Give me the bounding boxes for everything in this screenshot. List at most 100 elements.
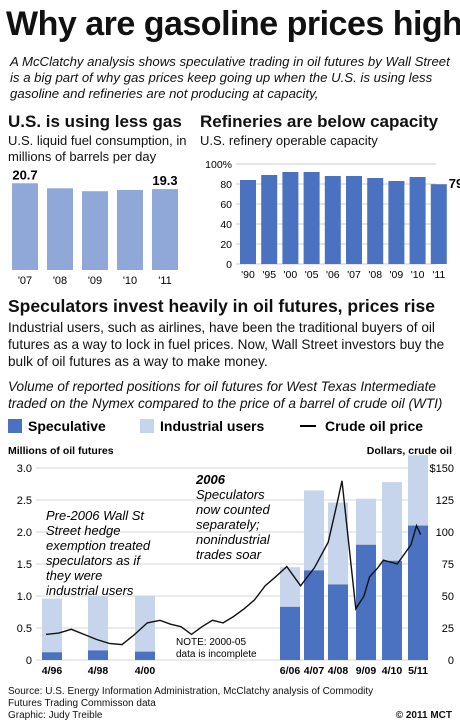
refinery-bar xyxy=(388,181,405,264)
copyright: © 2011 MCT xyxy=(395,710,452,721)
consumption-data-label: 20.7 xyxy=(12,167,37,182)
industrial-bar xyxy=(88,596,108,660)
chart1-subtitle: U.S. liquid fuel consumption, in million… xyxy=(8,133,187,164)
legend-label-crude: Crude oil price xyxy=(325,418,423,434)
annotation-pre-2006: Pre-2006 Wall St Street hedge exemption tr… xyxy=(46,508,151,598)
left-y-tick: 3.0 xyxy=(17,463,32,475)
right-y-tick: 100 xyxy=(436,527,454,539)
right-y-tick: 50 xyxy=(442,591,454,603)
annotation-speculators: Speculators now counted separately; nonindu… xyxy=(196,487,271,562)
refinery-y-tick: 40 xyxy=(220,219,232,231)
chart2-subtitle: U.S. refinery operable capacity xyxy=(200,133,378,148)
speculative-bar xyxy=(42,652,62,660)
right-y-tick: 75 xyxy=(442,559,454,571)
refinery-x-label: '90 xyxy=(241,269,255,281)
futures-x-label: 4/00 xyxy=(135,665,156,677)
consumption-bar xyxy=(12,183,38,270)
legend-swatch-industrial xyxy=(140,419,154,433)
refinery-x-label: '07 xyxy=(347,269,361,281)
refinery-x-label: '05 xyxy=(305,269,319,281)
refinery-bar xyxy=(240,180,256,264)
right-y-tick: 25 xyxy=(442,623,454,635)
left-y-tick: 1.0 xyxy=(17,591,32,603)
refinery-y-tick: 20 xyxy=(220,239,232,251)
refinery-y-tick: 0 xyxy=(226,259,232,271)
refinery-bar xyxy=(303,172,320,264)
legend-label-speculative: Speculative xyxy=(28,418,106,434)
futures-chart: Speculative Industrial users Crude oil pri… xyxy=(8,418,454,677)
section3-title: Speculators invest heavily in oil future… xyxy=(8,296,435,316)
refinery-y-tick: 80 xyxy=(220,179,232,191)
speculative-bar xyxy=(135,651,155,660)
crude-price-line xyxy=(45,480,422,646)
refinery-x-label: '95 xyxy=(262,269,276,281)
right-y-tick: 125 xyxy=(436,495,454,507)
refinery-y-tick: 100% xyxy=(205,159,232,171)
consumption-bar xyxy=(152,189,178,270)
futures-x-label: 4/10 xyxy=(382,665,403,677)
speculative-bar xyxy=(304,570,324,660)
speculative-bar xyxy=(328,584,348,660)
speculative-bar xyxy=(88,650,108,660)
consumption-bar xyxy=(82,191,108,270)
futures-x-label: 9/09 xyxy=(356,665,377,677)
futures-x-label: 5/11 xyxy=(408,665,428,677)
speculative-bar xyxy=(356,544,376,660)
left-y-tick: 0.5 xyxy=(17,623,32,635)
consumption-data-label: 19.3 xyxy=(152,173,177,188)
speculative-bar xyxy=(408,525,428,660)
intro-text: A McClatchy analysis shows speculative t… xyxy=(10,54,450,101)
page-title: Why are gasoline prices high? xyxy=(6,5,460,43)
refinery-bar xyxy=(346,176,362,264)
refinery-x-label: '00 xyxy=(284,269,298,281)
annotation-note: NOTE: 2000-05 data is incomplete xyxy=(176,637,257,660)
refinery-y-tick: 60 xyxy=(220,199,232,211)
futures-x-label: 4/96 xyxy=(42,665,63,677)
refinery-bar xyxy=(282,172,299,264)
industrial-bar xyxy=(135,596,155,660)
consumption-x-label: '10 xyxy=(123,275,137,287)
right-y-tick: 0 xyxy=(448,655,454,667)
left-y-tick: 0 xyxy=(26,655,32,667)
y-axis-label-left: Millions of oil futures xyxy=(8,445,114,457)
section3-body: Industrial users, such as airlines, have… xyxy=(8,320,445,369)
speculative-bar xyxy=(280,606,300,660)
left-y-tick: 2.0 xyxy=(17,527,32,539)
left-y-tick: 1.5 xyxy=(17,559,32,571)
chart2-title: Refineries are below capacity xyxy=(200,112,439,131)
refinery-x-label: '08 xyxy=(368,269,382,281)
futures-x-label: 4/07 xyxy=(304,665,325,677)
legend-swatch-speculative xyxy=(8,419,22,433)
consumption-chart: '07 20.7 '08 '09 '10 '11 19.3 xyxy=(12,167,178,287)
refinery-chart: 100% 80 60 40 20 0 '90 '95 '00 '05 '06 '07 '08 '09 '10… xyxy=(205,159,460,281)
graphic-credit: Graphic: Judy Treible xyxy=(8,710,103,721)
refinery-x-label: '09 xyxy=(390,269,404,281)
refinery-x-label: '10 xyxy=(411,269,425,281)
consumption-x-label: '09 xyxy=(88,275,102,287)
annotation-2006: 2006 xyxy=(195,472,226,487)
refinery-bar xyxy=(261,175,278,264)
consumption-x-label: '11 xyxy=(158,275,172,287)
refinery-data-label: 79.8% xyxy=(449,176,460,191)
refinery-bar xyxy=(324,176,341,264)
legend-label-industrial: Industrial users xyxy=(160,418,264,434)
consumption-bar xyxy=(47,188,73,270)
source-note: Source: U.S. Energy Information Administ… xyxy=(8,686,388,722)
consumption-x-label: '08 xyxy=(53,275,67,287)
left-y-tick: 2.5 xyxy=(17,495,32,507)
refinery-bar xyxy=(409,177,426,264)
speculative-bar xyxy=(382,560,402,660)
industrial-bar xyxy=(42,598,62,660)
section3-caption: Volume of reported positions for oil fut… xyxy=(8,379,443,411)
refinery-x-label: '11 xyxy=(432,269,445,281)
refinery-bar xyxy=(430,184,447,264)
futures-x-label: 4/98 xyxy=(88,665,109,677)
refinery-x-label: '06 xyxy=(326,269,340,281)
right-y-tick: $150 xyxy=(430,463,454,475)
chart1-title: U.S. is using less gas xyxy=(8,112,182,131)
source-text: Source: U.S. Energy Information Administ… xyxy=(8,686,374,709)
futures-x-label: 4/08 xyxy=(328,665,349,677)
consumption-bar xyxy=(117,189,143,270)
consumption-x-label: '07 xyxy=(18,275,32,287)
futures-x-label: 6/06 xyxy=(280,665,301,677)
